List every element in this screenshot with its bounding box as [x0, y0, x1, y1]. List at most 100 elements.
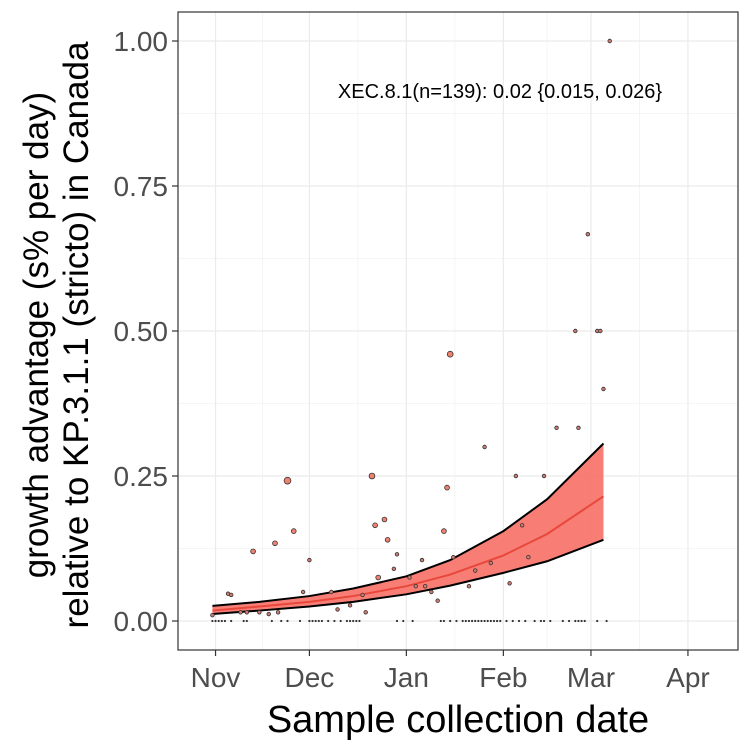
data-point [574, 619, 577, 623]
y-axis-title-line-1: growth advantage (s% per day) [17, 92, 56, 578]
data-point [464, 619, 467, 623]
data-point [300, 589, 306, 595]
y-axis-title-line-2: relative to KP.3.1.1 (stricto) in Canada [57, 41, 96, 628]
data-point [542, 619, 546, 623]
data-point [470, 619, 474, 623]
y-tick-label: 0.50 [114, 316, 169, 347]
data-point [519, 523, 525, 528]
data-point [466, 584, 472, 589]
data-point [441, 528, 447, 534]
data-point [511, 619, 514, 623]
data-point [524, 619, 527, 623]
data-point [541, 473, 547, 479]
data-point [473, 568, 478, 573]
data-point [308, 619, 311, 623]
data-point [280, 619, 283, 623]
data-point [368, 472, 376, 480]
y-axis-title: growth advantage (s% per day) relative t… [17, 41, 96, 628]
data-point [352, 619, 355, 623]
data-point [230, 619, 233, 623]
data-point [480, 619, 483, 623]
data-point [505, 619, 508, 623]
lower-bound-line [212, 538, 604, 616]
data-point [598, 328, 603, 334]
data-point [358, 619, 361, 623]
data-point [257, 610, 262, 615]
data-point [372, 522, 378, 529]
data-point [526, 555, 531, 560]
x-axis-title: Sample collection date [267, 699, 649, 741]
data-point [407, 575, 412, 580]
data-point [220, 619, 223, 623]
data-point [451, 555, 456, 560]
data-point [283, 476, 292, 485]
data-point [580, 619, 583, 623]
data-point [307, 557, 312, 563]
plot-panel: XEC.8.1(n=139): 0.02 {0.015, 0.026} [177, 11, 739, 651]
data-point [439, 619, 442, 623]
x-axis: Nov Dec Jan Feb Mar Apr [191, 650, 710, 693]
fit-line [212, 495, 605, 612]
data-point [333, 619, 336, 623]
x-tick-label: Jan [384, 662, 429, 693]
data-point [250, 548, 256, 555]
x-tick-label: Dec [284, 662, 334, 693]
data-point [275, 610, 281, 615]
data-point [345, 619, 349, 623]
data-point [455, 619, 458, 623]
data-point [270, 619, 273, 623]
data-point [489, 619, 492, 623]
data-point [467, 619, 471, 623]
data-point [605, 619, 608, 623]
data-point [507, 581, 512, 586]
data-point [429, 589, 434, 595]
data-point [449, 619, 452, 623]
data-point [549, 619, 552, 623]
data-point [363, 610, 368, 615]
data-point [601, 386, 606, 392]
data-point [567, 619, 571, 623]
data-point [576, 425, 581, 431]
data-point [210, 613, 215, 618]
data-point [245, 619, 248, 623]
data-point [228, 592, 234, 598]
data-point [477, 619, 480, 623]
data-point [411, 619, 414, 623]
data-point [290, 528, 297, 534]
data-point [488, 560, 494, 566]
data-point [348, 619, 352, 623]
y-tick-label: 0.25 [114, 461, 169, 492]
data-point [272, 540, 278, 547]
y-axis: 0.00 0.25 0.50 0.75 1.00 [114, 26, 178, 637]
data-point [394, 552, 400, 557]
x-tick-label: Apr [666, 662, 710, 693]
data-point [492, 619, 496, 623]
data-point [335, 607, 340, 612]
data-point [402, 619, 405, 623]
data-point [596, 619, 599, 623]
data-point [327, 619, 330, 623]
data-point [384, 536, 391, 543]
data-point [435, 598, 440, 603]
data-point [395, 619, 399, 623]
data-point [419, 557, 425, 563]
data-point [266, 611, 271, 617]
data-point [483, 619, 486, 623]
data-point [311, 619, 314, 623]
data-point [244, 610, 250, 615]
data-point [422, 584, 428, 589]
data-point [242, 619, 245, 623]
data-point [585, 231, 591, 237]
data-point [577, 619, 580, 623]
data-point [474, 619, 477, 623]
data-point [496, 619, 499, 623]
x-tick-label: Nov [191, 662, 241, 693]
x-tick-label: Mar [567, 662, 615, 693]
data-point [607, 38, 612, 44]
data-point [391, 566, 397, 571]
data-point [461, 619, 464, 623]
data-point [339, 619, 342, 623]
data-point [320, 619, 324, 623]
data-point [554, 425, 559, 431]
data-point [317, 619, 320, 623]
